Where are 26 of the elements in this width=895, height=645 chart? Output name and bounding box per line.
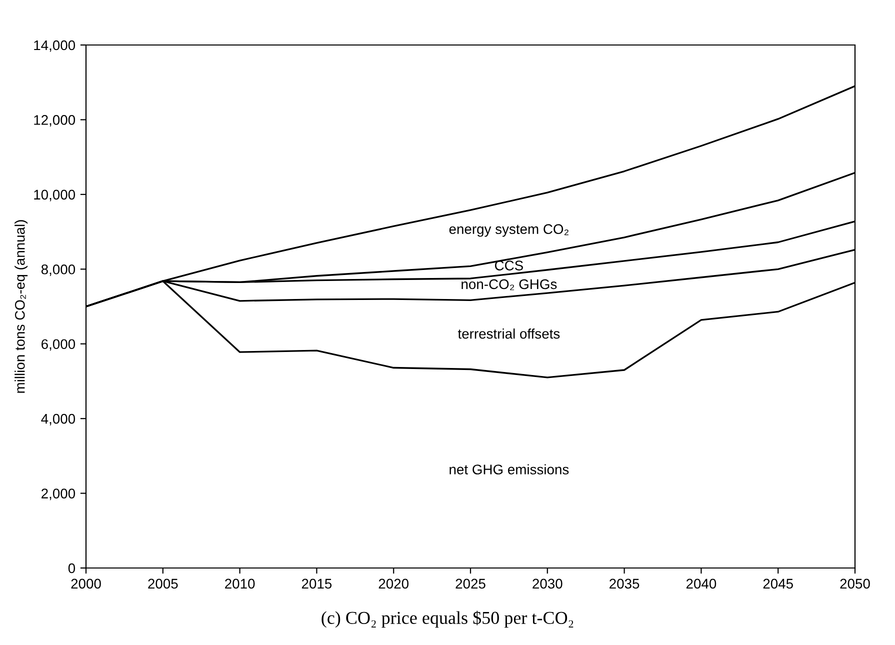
y-tick-label: 10,000 <box>34 190 76 202</box>
y-axis-title: million tons CO₂-eq (annual) <box>14 220 28 393</box>
y-tick-label: 2,000 <box>42 488 76 500</box>
y-tick-label: 0 <box>68 563 76 574</box>
y-tick-label: 12,000 <box>34 115 76 127</box>
x-tick-label: 2005 <box>148 578 178 589</box>
y-tick-label: 14,000 <box>34 40 76 52</box>
x-tick-label: 2000 <box>71 578 101 589</box>
x-tick-label: 2010 <box>225 578 255 589</box>
x-tick-label: 2050 <box>840 578 870 589</box>
y-tick-label: 6,000 <box>42 339 76 351</box>
y-tick-label: 8,000 <box>41 264 76 276</box>
annotation: energy system CO₂ <box>449 224 568 237</box>
annotation: net GHG emissions <box>450 464 569 474</box>
text: (c) CO₂ price equals $50 per t-CO₂ <box>322 610 574 628</box>
x-tick-label: 2045 <box>763 578 793 589</box>
x-tick-label: 2030 <box>532 578 562 589</box>
x-tick-label: 2025 <box>456 578 486 589</box>
annotation: non-CO₂ GHGs <box>462 279 557 290</box>
x-tick-label: 2015 <box>302 578 332 589</box>
x-tick-label: 2035 <box>610 578 640 589</box>
x-tick-label: 2040 <box>686 578 716 589</box>
annotation: CCS <box>494 260 523 270</box>
annotation: terrestrial offsets <box>458 328 560 339</box>
x-tick-label: 2020 <box>378 578 409 589</box>
y-tick-label: 4,000 <box>41 414 76 426</box>
